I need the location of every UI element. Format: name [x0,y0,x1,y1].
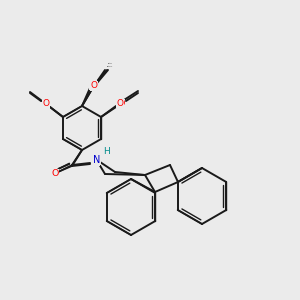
Text: O: O [116,98,124,107]
Text: O: O [90,82,98,91]
Text: H: H [100,148,107,158]
Text: O: O [89,80,97,89]
Text: O: O [43,100,50,109]
Text: O: O [42,100,50,109]
Text: O: O [51,169,59,178]
Text: methoxy: methoxy [107,66,113,67]
Text: N: N [92,156,100,166]
Text: O: O [51,169,59,178]
Text: N: N [93,155,101,165]
Text: methyl: methyl [108,62,112,64]
Text: H: H [103,148,110,157]
Text: O: O [117,100,125,109]
Text: O: O [91,82,98,91]
